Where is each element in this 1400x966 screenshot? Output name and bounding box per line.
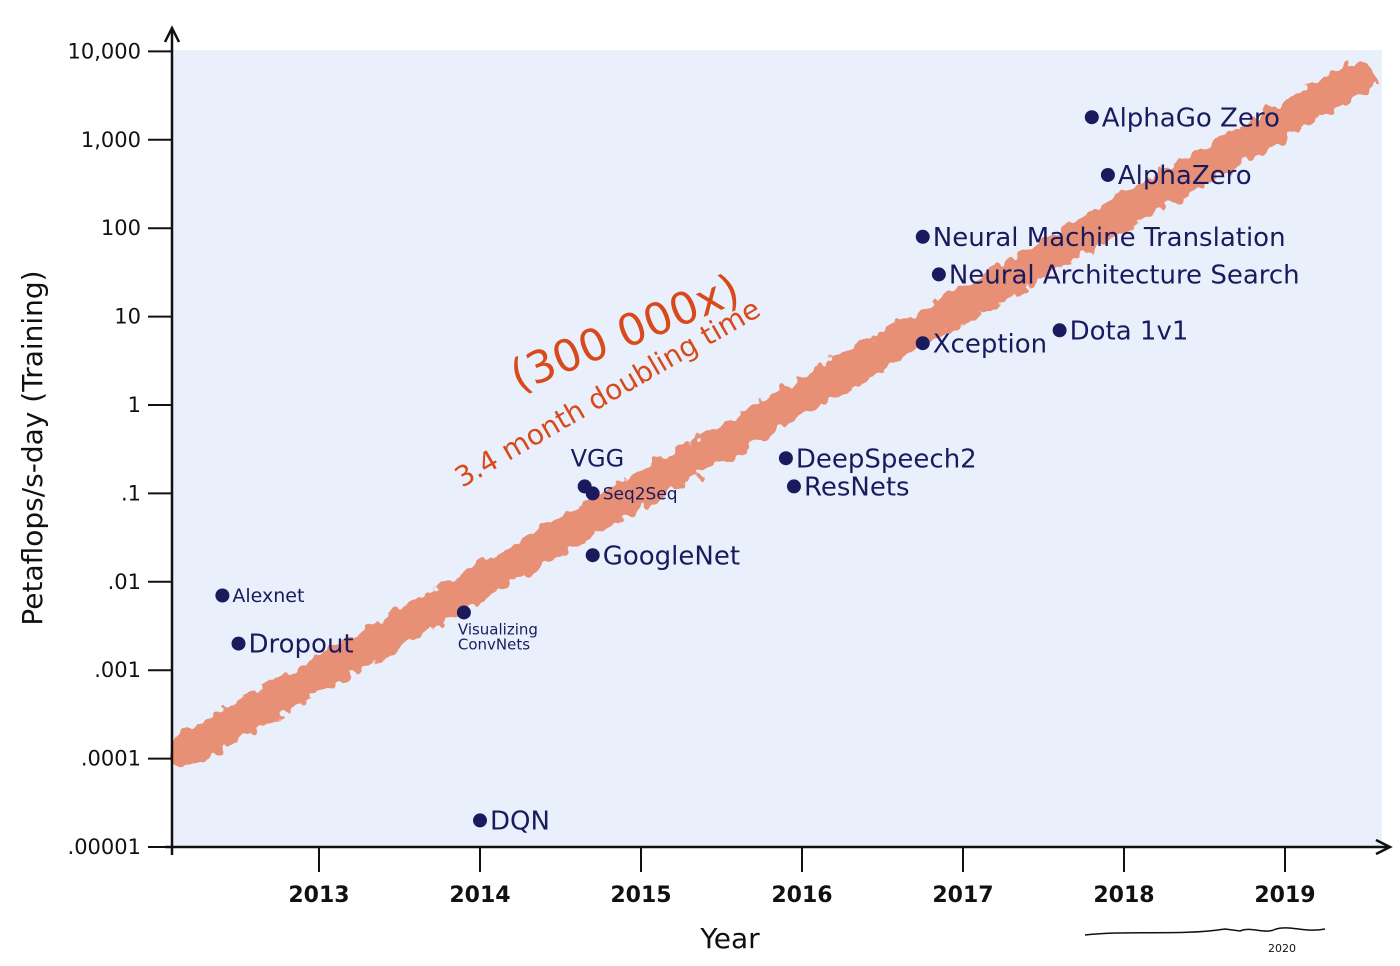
- x-tick-label: 2016: [771, 883, 832, 908]
- y-tick-label: 1,000: [81, 128, 141, 152]
- trend-band: [167, 61, 1375, 769]
- point-label: DeepSpeech2: [796, 444, 977, 474]
- signature: 2020: [1084, 927, 1326, 955]
- y-axis-title: Petaflops/s-day (Training): [16, 270, 49, 625]
- x-tick-label: 2014: [449, 883, 510, 908]
- point-label: Xception: [933, 329, 1047, 359]
- x-axis-arrow: [1375, 838, 1393, 856]
- data-point: Neural Machine Translation: [915, 223, 1286, 253]
- point-label: AlphaZero: [1118, 161, 1252, 191]
- point-marker: [786, 479, 801, 494]
- point-marker: [1052, 323, 1067, 338]
- data-point: Dota 1v1: [1052, 316, 1189, 346]
- data-point: AlphaZero: [1100, 161, 1252, 191]
- x-tick-label: 2019: [1254, 883, 1315, 908]
- x-tick-label: 2013: [288, 883, 349, 908]
- point-label: Dropout: [249, 630, 354, 660]
- y-tick-label: 1: [128, 393, 141, 417]
- data-point: DQN: [473, 806, 550, 836]
- data-point: Xception: [915, 329, 1047, 359]
- data-point: ResNets: [786, 473, 910, 503]
- point-marker: [1100, 167, 1115, 182]
- signature-scrawl: [1084, 927, 1326, 936]
- point-marker: [215, 588, 230, 603]
- signature-year: 2020: [1268, 942, 1296, 955]
- point-marker: [778, 451, 793, 466]
- point-marker: [585, 548, 600, 563]
- y-tick-label: 10,000: [68, 39, 141, 63]
- data-point: AlphaGo Zero: [1084, 103, 1280, 133]
- point-marker: [915, 229, 930, 244]
- point-marker: [915, 336, 930, 351]
- point-label: ConvNets: [458, 635, 530, 653]
- point-label: Alexnet: [232, 585, 304, 607]
- point-label: Seq2Seq: [603, 484, 678, 504]
- point-marker: [231, 636, 246, 651]
- point-label: Visualizing: [458, 620, 538, 638]
- point-label: DQN: [490, 806, 550, 836]
- data-point: Alexnet: [215, 585, 304, 607]
- y-tick-label: .00001: [68, 835, 141, 859]
- data-point: DeepSpeech2: [778, 444, 977, 474]
- data-point: Seq2Seq: [585, 484, 678, 504]
- y-tick-label: 100: [101, 216, 141, 240]
- data-point: Dropout: [231, 630, 354, 660]
- point-label: AlphaGo Zero: [1102, 103, 1280, 133]
- y-tick-label: 10: [114, 305, 141, 329]
- point-label: VGG: [571, 444, 625, 472]
- point-label: Neural Architecture Search: [949, 261, 1300, 291]
- y-tick-label: .0001: [81, 747, 141, 771]
- x-axis-title: Year: [699, 922, 760, 955]
- data-point: Neural Architecture Search: [931, 261, 1300, 291]
- y-tick-label: .1: [121, 481, 141, 505]
- point-marker: [585, 486, 600, 501]
- point-label: Neural Machine Translation: [933, 223, 1286, 253]
- point-marker: [456, 605, 471, 620]
- point-marker: [931, 267, 946, 282]
- point-marker: [473, 813, 487, 828]
- point-label: ResNets: [804, 473, 910, 503]
- x-tick-label: 2018: [1093, 883, 1154, 908]
- point-label: GoogleNet: [603, 541, 740, 571]
- y-tick-label: .01: [108, 570, 141, 594]
- data-point: GoogleNet: [585, 541, 740, 571]
- point-marker: [1084, 110, 1099, 125]
- y-axis-arrow: [163, 25, 181, 43]
- y-tick-label: .001: [94, 658, 141, 682]
- x-tick-label: 2015: [610, 883, 671, 908]
- point-label: Dota 1v1: [1070, 316, 1189, 346]
- x-tick-label: 2017: [932, 883, 993, 908]
